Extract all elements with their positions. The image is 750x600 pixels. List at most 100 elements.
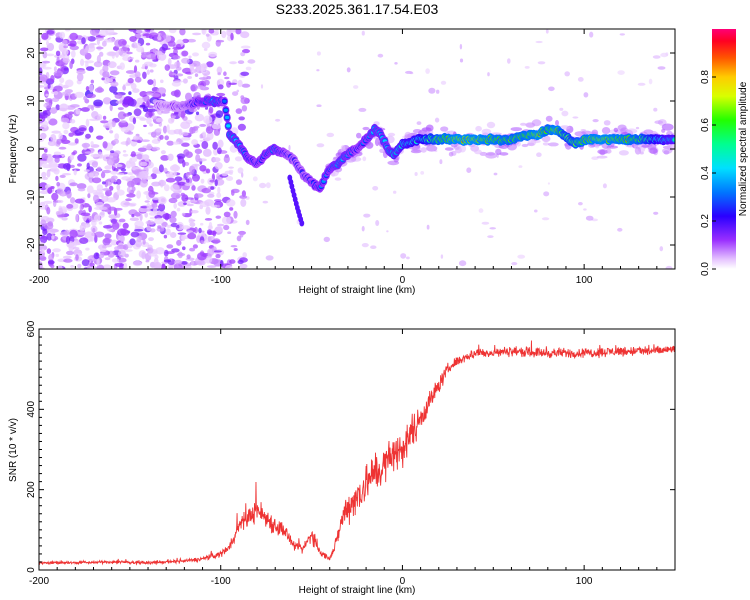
noise-blob — [57, 199, 64, 204]
noise-blob — [139, 104, 146, 108]
noise-blob — [146, 247, 154, 254]
noise-blob — [190, 84, 198, 92]
noise-blob — [53, 85, 63, 92]
noise-blob — [216, 92, 226, 97]
noise-blob — [115, 213, 121, 219]
noise-blob — [229, 61, 237, 65]
noise-blob — [107, 61, 117, 69]
noise-blob — [176, 43, 182, 50]
noise-blob — [189, 165, 195, 174]
noise-blob — [153, 207, 158, 214]
noise-blob — [265, 182, 271, 189]
noise-blob — [40, 219, 47, 227]
noise-blob — [459, 58, 464, 63]
noise-blob — [561, 110, 569, 117]
noise-blob — [101, 195, 109, 203]
noise-blob — [192, 244, 198, 249]
noise-blob — [126, 193, 136, 198]
noise-blob — [157, 205, 165, 209]
noise-blob — [653, 107, 658, 112]
noise-blob — [131, 43, 135, 48]
noise-blob — [118, 47, 124, 56]
noise-blob — [240, 31, 250, 39]
noise-blob — [195, 85, 205, 89]
noise-blob — [156, 87, 167, 95]
snr-panel: -200 -100 0 100 0 200 400 600 Height of straigh… — [8, 320, 676, 596]
noise-blob — [64, 229, 70, 235]
noise-blob — [202, 29, 206, 34]
noise-blob — [39, 62, 46, 69]
noise-blob — [149, 69, 154, 73]
noise-blob — [69, 32, 79, 41]
noise-blob — [110, 150, 115, 154]
noise-blob — [63, 67, 69, 71]
noise-blob — [39, 112, 49, 116]
noise-blob — [208, 29, 215, 34]
noise-blob — [192, 178, 198, 182]
noise-blob — [181, 212, 186, 216]
noise-blob — [603, 120, 611, 126]
noise-blob — [493, 172, 498, 176]
noise-blob — [86, 66, 95, 71]
ridge-halo — [626, 128, 638, 134]
noise-blob — [109, 130, 114, 134]
noise-blob — [537, 61, 546, 65]
noise-blob — [458, 260, 467, 267]
noise-blob — [177, 251, 183, 259]
noise-blob — [152, 59, 159, 62]
noise-blob — [237, 60, 245, 64]
noise-blob — [41, 171, 47, 178]
noise-blob — [66, 190, 72, 199]
noise-blob — [534, 209, 538, 213]
noise-blob — [188, 55, 192, 59]
noise-blob — [95, 46, 104, 50]
noise-blob — [224, 76, 230, 80]
noise-blob — [197, 252, 207, 261]
ridge-halo — [520, 122, 527, 126]
noise-blob — [361, 30, 365, 36]
noise-blob — [128, 91, 132, 95]
ridge-halo — [510, 127, 523, 132]
x-tick-label: -100 — [211, 275, 231, 286]
noise-blob — [52, 154, 62, 159]
noise-blob — [214, 226, 223, 233]
noise-blob — [174, 61, 181, 68]
noise-blob — [69, 60, 73, 70]
noise-blob — [160, 150, 166, 155]
x-tick-label: 100 — [576, 275, 593, 286]
noise-blob — [238, 116, 245, 121]
noise-blob — [245, 66, 252, 71]
y-tick-label: 0 — [26, 146, 37, 152]
noise-blob — [136, 153, 143, 160]
branch-blob — [299, 220, 305, 227]
noise-blob — [210, 186, 215, 190]
noise-blob — [101, 77, 105, 81]
noise-blob — [241, 172, 244, 178]
noise-blob — [583, 92, 589, 98]
noise-blob — [142, 239, 146, 245]
noise-blob — [206, 76, 211, 80]
y-tick-label: 600 — [26, 320, 37, 337]
noise-blob — [43, 222, 54, 230]
noise-blob — [180, 110, 186, 119]
ridge-halo — [362, 126, 370, 131]
noise-blob — [69, 154, 74, 161]
noise-blob — [42, 66, 52, 70]
noise-blob — [196, 260, 206, 266]
noise-blob — [81, 37, 86, 45]
noise-blob — [420, 171, 425, 175]
noise-blob — [200, 178, 205, 184]
noise-blob — [227, 231, 232, 234]
noise-blob — [39, 126, 45, 130]
noise-blob — [51, 235, 55, 240]
noise-blob — [114, 262, 125, 267]
noise-blob — [212, 238, 221, 244]
noise-blob — [81, 259, 90, 267]
colorbar-tick-label: 0.4 — [700, 166, 711, 180]
noise-blob — [217, 84, 224, 90]
y-tick-label: 0 — [26, 567, 37, 573]
noise-blob — [163, 249, 169, 257]
noise-blob — [51, 130, 61, 134]
noise-blob — [207, 265, 217, 268]
noise-blob — [114, 246, 120, 251]
